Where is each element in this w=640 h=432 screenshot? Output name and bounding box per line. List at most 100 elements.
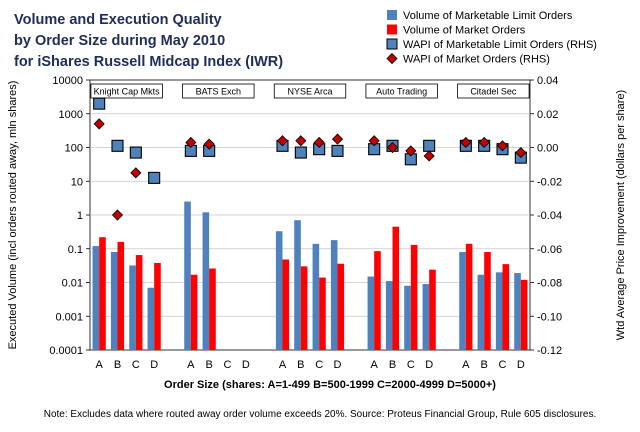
venue-label: Citadel Sec: [470, 87, 517, 97]
venue-label-box: [365, 83, 438, 99]
x-tick-label: C: [407, 359, 415, 371]
chart-title-line-3: for iShares Russell Midcap Index (IWR): [14, 54, 283, 70]
diamond-marker: [423, 150, 435, 162]
venue-label-box: [182, 83, 255, 99]
y-tick-label: 10000: [52, 75, 83, 87]
y2-axis-ticks: -0.12 -0.10 -0.08 -0.06 -0.04 -0.02 0.00 0.02 0.…: [530, 75, 562, 357]
bar: [404, 285, 411, 350]
chart-title-line-1: Volume and Execution Quality: [14, 12, 222, 28]
square-marker: [331, 144, 344, 157]
venue-label-box: [457, 83, 530, 99]
bar: [92, 246, 100, 350]
bar: [154, 262, 161, 350]
diamond-marker: [405, 145, 417, 157]
bar: [294, 220, 301, 350]
square-marker: [148, 171, 161, 184]
venue-label: Auto Trading: [376, 87, 427, 97]
legend: Volume of Marketable Limit Orders Volume …: [386, 10, 597, 66]
bar: [99, 237, 106, 350]
bar: [184, 201, 191, 350]
square-marker: [423, 139, 436, 152]
y2-tick-label: 0.00: [537, 143, 558, 155]
bar: [190, 274, 198, 350]
y2-tick-label: 0.04: [537, 75, 558, 87]
venue-label: Knight Cap Mkts: [94, 87, 161, 97]
diamond-marker: [295, 135, 307, 147]
y-tick-label: 0.001: [55, 311, 83, 323]
y-tick-label: 1: [77, 210, 83, 222]
bar: [275, 231, 283, 350]
square-marker: [111, 139, 124, 152]
bar: [385, 281, 393, 350]
venue-label-box: [273, 83, 347, 99]
x-tick-label: B: [297, 359, 304, 371]
y2-axis-title: Wtd Average Price Improvement (dollars p…: [615, 90, 627, 340]
legend-swatch: [386, 38, 398, 50]
diamond-marker: [185, 136, 197, 149]
x-tick-label: C: [132, 359, 140, 371]
diamond-marker: [478, 136, 490, 149]
y-tick-label: 0.0001: [49, 345, 83, 357]
x-tick-label: A: [187, 359, 195, 371]
diamond-marker: [93, 118, 105, 130]
bar: [422, 284, 430, 350]
x-tick-label: D: [242, 359, 250, 371]
diamond-marker: [111, 209, 124, 221]
x-tick-label: B: [389, 359, 396, 371]
y2-tick-label: -0.04: [537, 210, 562, 222]
source-note: Note: Excludes data where routed away or…: [44, 409, 597, 420]
bar: [374, 251, 381, 350]
bar: [520, 279, 528, 350]
bar: [300, 266, 308, 350]
bar: [429, 269, 436, 350]
diamond-marker: [130, 167, 142, 179]
bar: [282, 259, 290, 350]
x-tick-label: B: [205, 359, 212, 371]
diamond-marker: [515, 146, 527, 159]
bar: [477, 274, 485, 350]
x-tick-label: D: [425, 359, 433, 371]
x-tick-label: A: [279, 359, 287, 371]
x-tick-label: B: [114, 359, 121, 371]
diamond-marker: [386, 141, 399, 154]
bar: [330, 240, 338, 350]
x-tick-label: D: [334, 359, 342, 371]
y2-tick-label: -0.12: [537, 345, 562, 357]
bar: [465, 243, 473, 350]
bar: [495, 272, 503, 350]
diamond-marker: [460, 136, 472, 149]
y2-tick-label: -0.08: [537, 278, 562, 290]
y2-tick-label: -0.06: [537, 244, 562, 256]
legend-swatch: [387, 10, 397, 20]
markers: [93, 97, 527, 221]
legend-label: WAPI of Marketable Limit Orders (RHS): [403, 39, 597, 51]
y-tick-label: 100: [65, 143, 83, 155]
y2-tick-label: 0.02: [537, 109, 558, 121]
square-marker: [93, 97, 106, 110]
bar: [410, 244, 418, 350]
diamond-marker: [368, 135, 380, 147]
diamond-marker: [313, 136, 325, 149]
diamond-marker: [496, 140, 509, 152]
bar: [514, 273, 521, 350]
y-tick-label: 0.01: [62, 278, 83, 290]
y2-tick-label: -0.02: [537, 176, 562, 188]
venue-label: NYSE Arca: [287, 87, 332, 97]
x-tick-label: D: [150, 359, 158, 371]
square-marker: [294, 146, 307, 159]
legend-swatch: [387, 24, 397, 35]
y-axis-ticks: 0.0001 0.001 0.01 0.1 1 10 100 1000 10000: [49, 75, 90, 357]
bar: [319, 277, 326, 350]
chart-title-line-2: by Order Size during May 2010: [14, 33, 225, 49]
y-axis-title: Executed Volume (incl orders routed away…: [7, 81, 19, 350]
diamond-marker: [276, 135, 289, 147]
x-tick-label: C: [315, 359, 323, 371]
bar: [129, 265, 136, 350]
bar: [110, 252, 118, 350]
legend-label: Volume of Market Orders: [403, 25, 526, 37]
y-tick-label: 10: [71, 176, 83, 188]
legend-swatch: [386, 52, 398, 65]
